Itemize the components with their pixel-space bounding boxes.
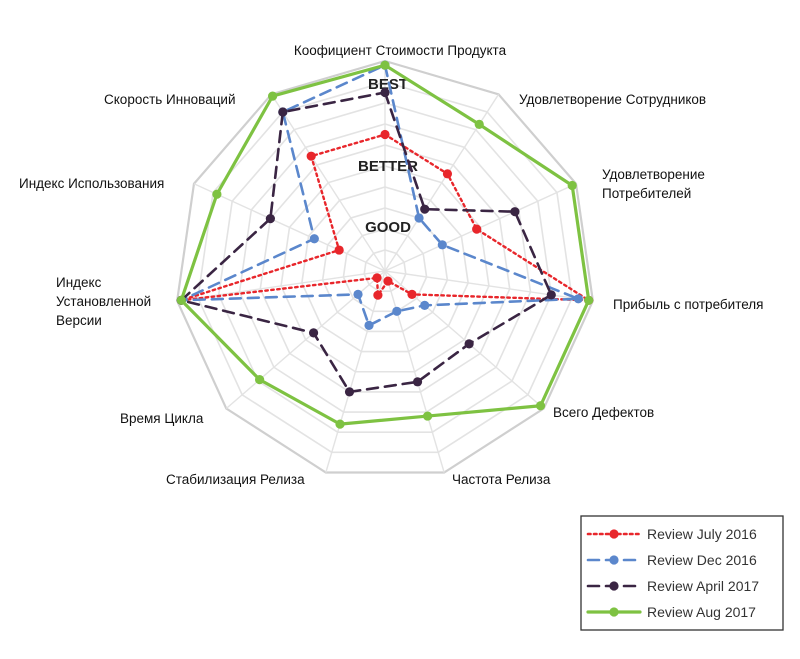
data-point	[422, 411, 433, 421]
data-point	[344, 387, 355, 397]
series-line	[179, 63, 591, 426]
data-point	[309, 234, 319, 244]
data-point	[380, 129, 390, 140]
data-point	[584, 295, 594, 305]
ring-label-better: BETTER	[358, 158, 418, 175]
data-point	[176, 295, 186, 305]
data-point	[407, 289, 417, 299]
axis-label: Время Цикла	[120, 411, 204, 426]
axis-label: Стабилизация Релиза	[166, 472, 305, 487]
legend-item: Review April 2017	[586, 578, 759, 594]
grid-ring	[238, 123, 532, 413]
legend-item: Review Dec 2016	[586, 552, 757, 568]
legend-label: Review April 2017	[647, 578, 759, 594]
grid-spoke	[384, 270, 445, 473]
data-point	[412, 377, 423, 387]
data-point	[353, 289, 363, 299]
data-point	[278, 107, 288, 117]
grid-ring	[176, 59, 594, 474]
data-point	[573, 294, 583, 304]
data-point	[306, 151, 316, 161]
grid-ring	[301, 186, 469, 353]
data-point	[567, 180, 577, 191]
axis-label: Коофициент Стоимости Продукта	[294, 43, 507, 58]
legend-marker	[609, 529, 619, 539]
data-point	[472, 224, 482, 234]
ring-label-good: GOOD	[365, 219, 411, 236]
series-line	[179, 63, 580, 327]
legend-label: Review Dec 2016	[647, 552, 757, 568]
legend-label: Review Aug 2017	[647, 604, 756, 620]
axis-label: Индекс Установленной Версии	[56, 275, 151, 328]
data-point	[392, 306, 402, 316]
data-point	[380, 60, 390, 70]
axis-label: Индекс Использования	[19, 176, 164, 191]
grid-ring	[363, 249, 407, 292]
data-point	[268, 91, 278, 101]
data-point	[414, 213, 424, 223]
data-point	[364, 320, 374, 331]
series-layer	[176, 60, 594, 429]
axis-label: Удовлетворение Сотрудников	[519, 92, 706, 107]
axis-labels: Коофициент Стоимости Продукта Удовлетворе…	[19, 43, 763, 487]
data-point	[420, 204, 430, 214]
grid-ring	[342, 228, 428, 313]
legend-item: Review July 2016	[586, 526, 757, 542]
grid-ring	[280, 165, 490, 373]
series-line	[180, 133, 590, 302]
data-point	[510, 207, 520, 217]
data-point	[334, 245, 344, 255]
legend-item: Review Aug 2017	[586, 604, 756, 620]
data-point	[535, 401, 546, 411]
radar-grid	[176, 59, 594, 474]
legend-label: Review July 2016	[647, 526, 757, 542]
axis-label: Всего Дефектов	[553, 405, 654, 420]
data-point	[420, 300, 430, 310]
grid-spoke	[325, 270, 386, 473]
data-point	[442, 169, 453, 179]
data-point	[255, 375, 265, 385]
axis-label: Удовлетворение Потребителей	[602, 167, 705, 201]
legend: Review July 2016 Review Dec 2016 Review Ap…	[580, 515, 784, 631]
data-point	[437, 240, 447, 250]
axis-label: Скорость Инноваций	[104, 92, 236, 107]
data-point	[265, 214, 275, 224]
grid-ring	[217, 102, 553, 433]
grid-spoke	[384, 270, 593, 302]
grid-spoke	[193, 183, 386, 272]
data-point	[474, 119, 484, 129]
legend-marker	[609, 555, 619, 565]
axis-label: Частота Релиза	[452, 472, 551, 487]
data-point	[380, 87, 390, 98]
grid-spoke	[270, 93, 386, 272]
legend-marker	[609, 607, 619, 617]
data-point	[308, 328, 319, 338]
series-line	[179, 91, 553, 394]
data-point	[383, 276, 393, 286]
axis-label: Прибыль с потребителя	[613, 297, 763, 312]
data-point	[373, 290, 383, 300]
data-point	[546, 290, 556, 300]
data-point	[212, 189, 222, 199]
data-point	[464, 339, 474, 349]
legend-marker	[609, 581, 619, 591]
data-point	[372, 273, 382, 283]
series-3	[176, 60, 594, 429]
grid-ring	[259, 144, 511, 393]
data-point	[335, 419, 345, 429]
